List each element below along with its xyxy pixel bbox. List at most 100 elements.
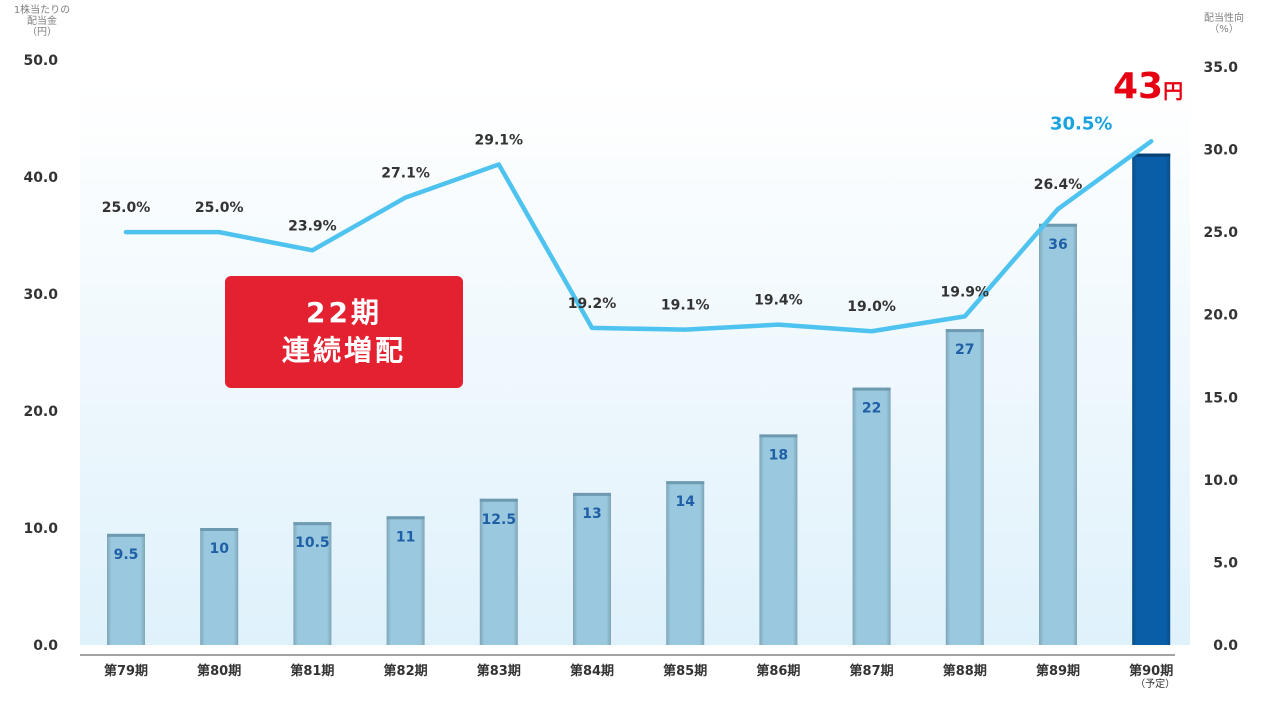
bar-value-label: 22 [862,401,881,417]
x-tick-label: 第84期 [570,663,614,679]
payout-ratio-label: 26.4% [1034,177,1083,193]
right-tick-label: 35.0 [1203,60,1238,76]
bar-value-label: 36 [1048,237,1067,253]
x-tick-label: 第90期 [1129,663,1173,679]
bar-top-edge [293,522,332,526]
payout-ratio-label: 19.1% [661,298,710,314]
bar-value-label: 14 [675,494,695,510]
payout-ratio-point [963,315,966,318]
bar-top-edge [200,528,239,531]
bar-shading [293,522,332,645]
x-tick-label: 第88期 [943,663,987,679]
x-tick-label: 第79期 [104,663,148,679]
x-tick-label: 第82期 [384,663,428,679]
left-axis-title: 1株当たりの 配当金 （円） [2,5,82,38]
payout-ratio-label: 25.0% [195,200,244,216]
bar-top-edge [479,498,518,502]
payout-ratio-label: 29.1% [475,132,524,148]
payout-ratio-point [684,328,687,331]
x-tick-label: 第86期 [756,663,800,679]
bar-top-edge [1132,153,1171,157]
right-tick-label: 10.0 [1203,473,1238,489]
bar-top-edge [666,481,705,485]
bar-shading [573,492,611,645]
bar-value-label: 27 [955,342,974,358]
left-tick-label: 10.0 [23,521,58,537]
payout-ratio-point [1057,208,1059,211]
x-tick-label: 第89期 [1036,663,1080,679]
bar-shading [1132,153,1171,645]
payout-ratio-point [404,196,407,199]
bar-value-label: 9.5 [114,547,139,563]
right-tick-label: 20.0 [1203,308,1238,324]
payout-ratio-label: 19.2% [568,296,617,312]
bar-value-label: 18 [769,447,788,463]
payout-ratio-point [777,323,780,326]
x-tick-note: （予定） [1135,677,1175,690]
planned-dividend-highlight: 43円 [1113,66,1183,107]
bar-top-edge [1039,223,1077,227]
right-axis-title-line: （%） [1209,24,1239,35]
left-tick-label: 0.0 [33,638,58,654]
right-tick-label: 30.0 [1203,143,1238,159]
bar-top-edge [573,492,611,496]
badge-line-2: 連続増配 [281,334,406,367]
x-tick-label: 第81期 [290,663,334,679]
bar-shading [852,387,891,645]
left-axis-title-line: 配当金 [27,16,57,27]
left-axis-title-line: 1株当たりの [13,5,71,16]
bar-shading [386,516,425,645]
right-tick-label: 5.0 [1213,555,1238,571]
bar-value-label: 10 [209,541,229,557]
planned-dividend-unit: 円 [1163,79,1184,103]
consecutive-dividend-increase-badge: 22期 連続増配 [225,276,463,388]
left-tick-label: 40.0 [23,170,58,186]
bar-shading [107,533,145,645]
payout-ratio-label: 30.5% [1050,113,1112,134]
payout-ratio-line [123,139,1154,334]
payout-ratio-point [311,249,314,252]
payout-ratio-point [1150,140,1153,143]
bar-shading [666,481,705,645]
bar-value-label: 13 [582,506,601,522]
payout-ratio-point [591,326,593,329]
payout-ratio-point [125,231,127,234]
right-tick-label: 0.0 [1213,638,1238,654]
payout-ratio-label: 25.0% [102,200,151,216]
left-tick-label: 30.0 [23,287,58,303]
payout-ratio-point [497,163,500,166]
bar-top-edge [852,387,891,391]
planned-dividend-value: 43 [1113,66,1164,107]
bar-value-label: 11 [396,529,415,545]
right-tick-label: 25.0 [1203,225,1238,241]
bar-shading [1039,223,1077,646]
bar-value-label: 12.5 [482,512,517,528]
bar-top-edge [107,533,145,537]
x-tick-label: 第85期 [663,663,707,679]
bar-top-edge [945,329,984,333]
x-tick-label: 第87期 [850,663,894,679]
right-tick-label: 15.0 [1203,390,1238,406]
bar-shading [479,498,518,645]
payout-ratio-label: 19.4% [754,293,803,309]
bar-shading [759,434,798,645]
x-tick-label: 第80期 [197,663,241,679]
payout-ratio-label: 27.1% [381,165,430,181]
bar-shading [200,528,239,645]
payout-ratio-point [218,231,221,234]
left-axis-title-line: （円） [27,27,57,38]
payout-ratio-label: 19.9% [941,284,990,300]
right-axis-title: 配当性向 （%） [1188,13,1260,35]
bar-value-label: 10.5 [295,535,330,551]
bar-shading [945,329,984,645]
badge-line-1: 22期 [306,296,382,329]
payout-ratio-label: 23.9% [288,218,337,234]
left-tick-label: 20.0 [23,404,58,420]
left-tick-label: 50.0 [23,53,58,69]
payout-ratio-point [870,330,873,333]
payout-ratio-label: 19.0% [847,299,896,315]
bar-top-edge [386,516,425,520]
bar-top-edge [759,434,798,438]
x-tick-label: 第83期 [477,663,521,679]
